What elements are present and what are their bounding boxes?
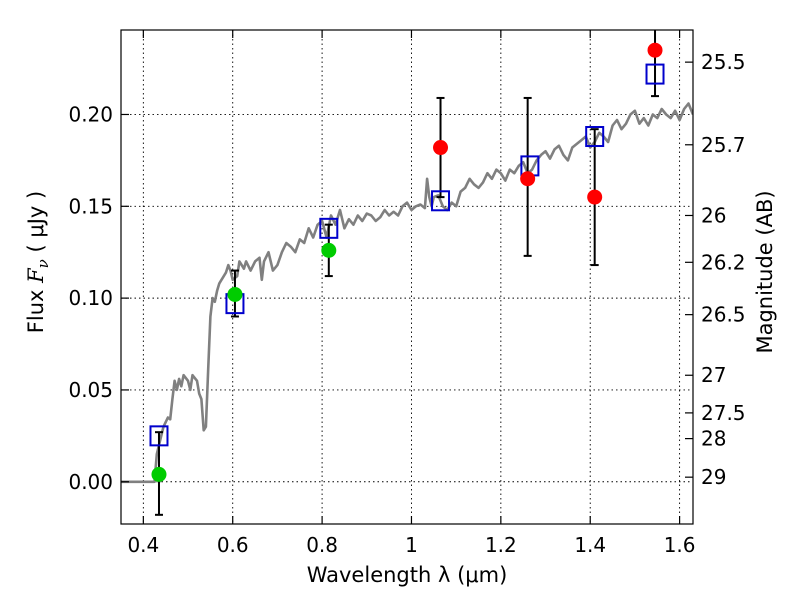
- observed-flux-point: [647, 42, 663, 58]
- y2-tick-label: 25.7: [701, 133, 746, 157]
- y-axis-label: Flux Fν ( μJy ): [24, 191, 52, 333]
- x-tick-label: 1.2: [485, 533, 517, 557]
- model-flux-square: [431, 190, 451, 212]
- observed-flux-point: [433, 140, 449, 156]
- x-tick-label: 1.4: [574, 533, 606, 557]
- model-flux-square: [645, 63, 665, 85]
- y2-tick-label: 26.5: [701, 303, 746, 327]
- y2-axis-label: Magnitude (AB): [753, 190, 777, 353]
- y-axis-label-subscript: ν: [34, 259, 52, 268]
- y-axis-label-symbol: F: [24, 267, 48, 284]
- plot-frame: [120, 29, 694, 525]
- y2-tick-label: 28: [701, 427, 726, 451]
- y2-tick-label: 26: [701, 203, 726, 227]
- model-flux-square: [585, 126, 605, 148]
- y-tick-label: 0.20: [68, 102, 113, 126]
- y2-tick-label: 27: [701, 363, 726, 387]
- x-tick-label: 1.6: [664, 533, 696, 557]
- x-tick-label: 0.6: [217, 533, 249, 557]
- y2-tick-label: 29: [701, 465, 726, 489]
- model-flux-square: [149, 425, 169, 447]
- observed-flux-point: [321, 242, 337, 258]
- y-axis-label-prefix: Flux: [24, 283, 48, 333]
- x-tick-label: 0.8: [306, 533, 338, 557]
- y-tick-label: 0.00: [68, 470, 113, 494]
- x-tick-label: 0.4: [127, 533, 159, 557]
- model-flux-square: [319, 217, 339, 239]
- y-axis-label-units: ( μJy ): [24, 191, 48, 259]
- x-axis-label: Wavelength λ (μm): [307, 563, 508, 587]
- y2-tick-label: 27.5: [701, 401, 746, 425]
- y-tick-label: 0.05: [68, 378, 113, 402]
- observed-flux-point: [520, 171, 536, 187]
- error-bars: [154, 30, 660, 516]
- observed-flux-point: [151, 466, 167, 482]
- observed-flux-point: [227, 286, 243, 302]
- y2-tick-label: 26.2: [701, 250, 746, 274]
- x-tick-label: 1: [405, 533, 418, 557]
- markers: [149, 42, 665, 482]
- grid: [121, 30, 693, 524]
- ticks: [121, 30, 693, 524]
- spectrum-layer: [121, 102, 693, 484]
- y-tick-label: 0.15: [68, 194, 113, 218]
- y2-tick-label: 25.5: [701, 50, 746, 74]
- y-tick-label: 0.10: [68, 286, 113, 310]
- observed-flux-point: [587, 189, 603, 205]
- tick-labels: 0.4 0.6 0.8 1 1.2 1.4 1.6 0.00 0.05 0.10 0.15 0.20 2…: [68, 50, 745, 557]
- spectrum-line: [121, 102, 693, 484]
